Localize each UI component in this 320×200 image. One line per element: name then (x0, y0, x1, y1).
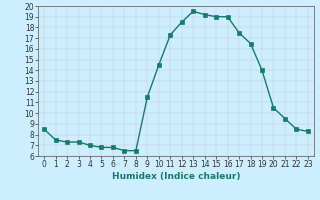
X-axis label: Humidex (Indice chaleur): Humidex (Indice chaleur) (112, 172, 240, 181)
